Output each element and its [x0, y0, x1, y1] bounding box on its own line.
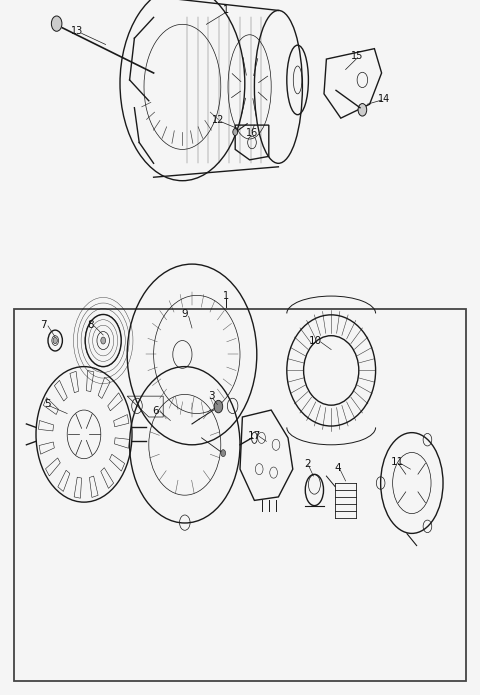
- Text: 10: 10: [309, 336, 323, 345]
- Text: 17: 17: [248, 431, 261, 441]
- Text: 6: 6: [153, 407, 159, 416]
- Text: 14: 14: [378, 94, 390, 104]
- Ellipse shape: [221, 450, 226, 457]
- Text: 2: 2: [304, 459, 311, 469]
- Ellipse shape: [214, 400, 223, 413]
- Text: 13: 13: [71, 26, 83, 36]
- Text: 9: 9: [181, 309, 188, 319]
- Text: 15: 15: [351, 51, 364, 60]
- Ellipse shape: [358, 104, 367, 116]
- Bar: [14, 309, 466, 681]
- Text: 11: 11: [391, 457, 404, 467]
- Text: 1: 1: [223, 6, 228, 15]
- Text: 7: 7: [40, 320, 47, 329]
- Ellipse shape: [53, 338, 58, 344]
- Text: 16: 16: [246, 129, 258, 138]
- Text: 8: 8: [87, 320, 94, 329]
- Text: 5: 5: [44, 400, 50, 409]
- Ellipse shape: [51, 16, 62, 31]
- Ellipse shape: [101, 337, 106, 344]
- Ellipse shape: [233, 129, 238, 136]
- Text: 3: 3: [208, 391, 215, 401]
- Text: 4: 4: [334, 464, 341, 473]
- Text: 1: 1: [223, 291, 228, 301]
- Text: 12: 12: [212, 115, 225, 125]
